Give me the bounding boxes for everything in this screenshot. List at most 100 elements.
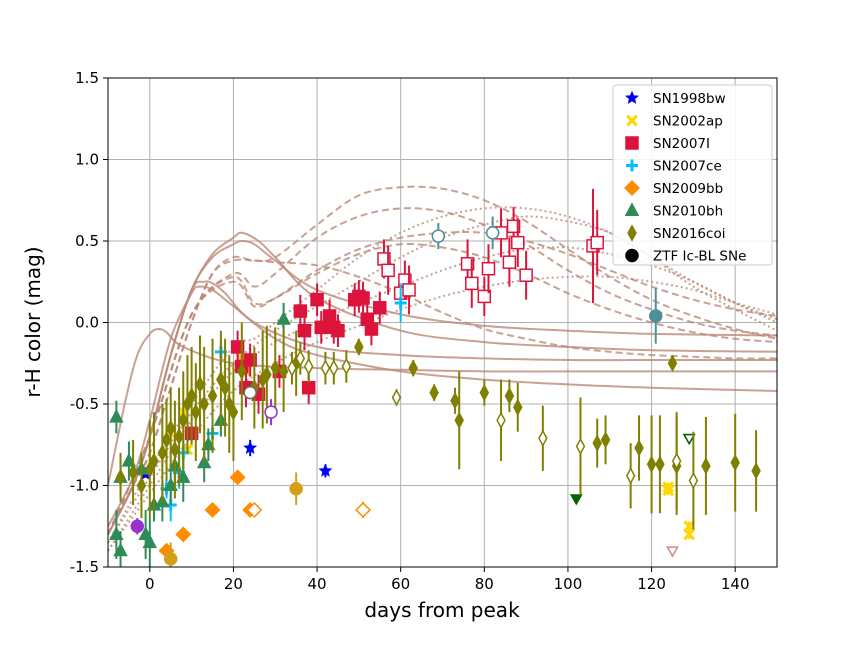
data-point-sn2009bb [355, 501, 372, 518]
data-point-sn2016coi [157, 444, 168, 462]
data-point-sn2016coi [329, 359, 339, 377]
data-point-ztf-ic-bl-sne [666, 546, 679, 558]
model-curve-dashed [108, 258, 777, 535]
x-tick-label: 100 [554, 575, 583, 593]
legend-label: SN2016coi [653, 226, 725, 242]
data-point-sn2007i [310, 292, 324, 307]
data-point-sn2009bb [246, 501, 263, 518]
data-point-sn2010bh [569, 494, 583, 506]
data-point-sn2007i [460, 257, 475, 271]
model-curves [108, 185, 777, 552]
data-point-sn2016coi [751, 462, 761, 480]
x-tick-label: 40 [308, 575, 327, 593]
data-point-sn2016coi [191, 403, 201, 421]
data-point-sn2010bh [109, 526, 124, 540]
data-point-sn2007i [402, 283, 416, 297]
data-point-sn2007i [477, 289, 492, 304]
data-point-sn2007i [331, 323, 345, 338]
data-point-sn2007i [356, 291, 370, 305]
data-point-sn2016coi [730, 453, 740, 472]
data-point-sn2016coi [496, 411, 506, 430]
data-point-sn2016coi [262, 365, 272, 384]
x-tick-label: 140 [721, 575, 750, 593]
legend-label: SN1998bw [653, 91, 726, 107]
model-curve-dashed [108, 243, 777, 535]
data-point-sn2016coi [655, 455, 665, 474]
x-axis-ticks: 0 20 40 60 80 100 120 140 [145, 567, 750, 593]
data-point-sn2007i [511, 235, 525, 250]
data-point-ztf-ic-bl-sne [130, 519, 145, 533]
data-point-sn2010bh [196, 454, 212, 469]
data-point-ztf-ic-bl-sne [485, 226, 500, 240]
data-point-ztf-ic-bl-sne [289, 482, 303, 496]
data-point-sn2016coi [237, 362, 247, 381]
data-point-sn2007i [519, 268, 533, 282]
data-point-sn2016coi [278, 362, 289, 381]
data-point-sn2016coi [600, 431, 611, 449]
legend-marker-sn2007ce [626, 159, 638, 172]
data-point-sn2016coi [207, 387, 218, 405]
data-points [109, 188, 761, 567]
data-point-sn2009bb [204, 501, 221, 518]
data-point-sn2010bh [121, 452, 137, 467]
legend-label: SN2010bh [653, 204, 723, 220]
x-tick-label: 20 [224, 575, 243, 593]
data-point-sn2016coi [220, 378, 230, 397]
model-curve-dotted [108, 275, 777, 552]
data-point-sn2016coi [671, 452, 682, 470]
x-tick-label: 60 [391, 575, 410, 593]
y-tick-label: 1.0 [75, 151, 99, 169]
data-point-sn2016coi [538, 429, 548, 448]
data-point-sn2010bh [109, 408, 124, 423]
data-point-sn2016coi [195, 375, 205, 394]
y-axis-ticks: -1.5 -1.0 -0.5 0.0 0.5 1.0 1.5 [70, 69, 108, 576]
data-point-sn2016coi [575, 437, 586, 456]
legend-label: ZTF Ic-BL SNe [653, 249, 746, 265]
data-point-sn2016coi [287, 359, 297, 377]
x-tick-label: 80 [475, 575, 494, 593]
legend-label: SN2002ap [653, 114, 723, 130]
data-point-sn2007i [293, 304, 308, 318]
data-point-sn2007i [502, 255, 517, 269]
legend-marker-sn2007i [625, 136, 639, 150]
data-point-sn2007i [297, 323, 312, 338]
data-point-sn2016coi [625, 466, 636, 485]
data-point-sn2016coi [701, 457, 711, 475]
data-point-sn2009bb [229, 469, 246, 486]
legend-label: SN2007I [653, 136, 710, 152]
data-point-sn2007i [481, 261, 496, 276]
data-point-sn2016coi [165, 419, 176, 438]
x-tick-label: 120 [637, 575, 666, 593]
data-point-sn2016coi [186, 387, 197, 405]
data-point-sn2016coi [429, 383, 439, 402]
data-point-ztf-ic-bl-sne [243, 385, 257, 400]
data-point-sn1998bw [243, 440, 258, 454]
data-point-sn2010bh [113, 542, 128, 557]
data-point-sn2010bh [138, 526, 153, 540]
data-point-sn2010bh [176, 469, 191, 483]
data-point-sn2007i [314, 320, 328, 335]
model-curve-dashed [108, 207, 777, 535]
data-point-sn2010bh [682, 433, 696, 446]
data-point-sn2016coi [450, 391, 460, 410]
data-point-sn2007i [506, 219, 521, 234]
legend-label: SN2009bb [653, 181, 723, 197]
y-tick-label: 0.0 [75, 314, 99, 332]
data-point-sn2007i [465, 276, 479, 291]
data-point-sn2002ap [662, 484, 675, 497]
data-point-sn2007i [230, 340, 245, 354]
legend-marker-ztf-ic-bl-sne [625, 248, 639, 263]
x-axis-label: days from peak [364, 598, 520, 622]
data-point-sn2016coi [646, 455, 657, 474]
data-point-ztf-ic-bl-sne [163, 552, 178, 566]
model-curve-dashed [108, 185, 777, 535]
data-point-sn2016coi [341, 357, 352, 376]
data-point-sn2007i [364, 322, 379, 336]
data-point-sn2016coi [504, 387, 515, 405]
y-axis-label: r-H color (mag) [21, 246, 45, 397]
legend-marker-sn2016coi [627, 224, 637, 242]
legend-marker-sn2010bh [624, 202, 640, 217]
data-point-sn2016coi [170, 440, 180, 459]
legend-box [612, 84, 773, 266]
